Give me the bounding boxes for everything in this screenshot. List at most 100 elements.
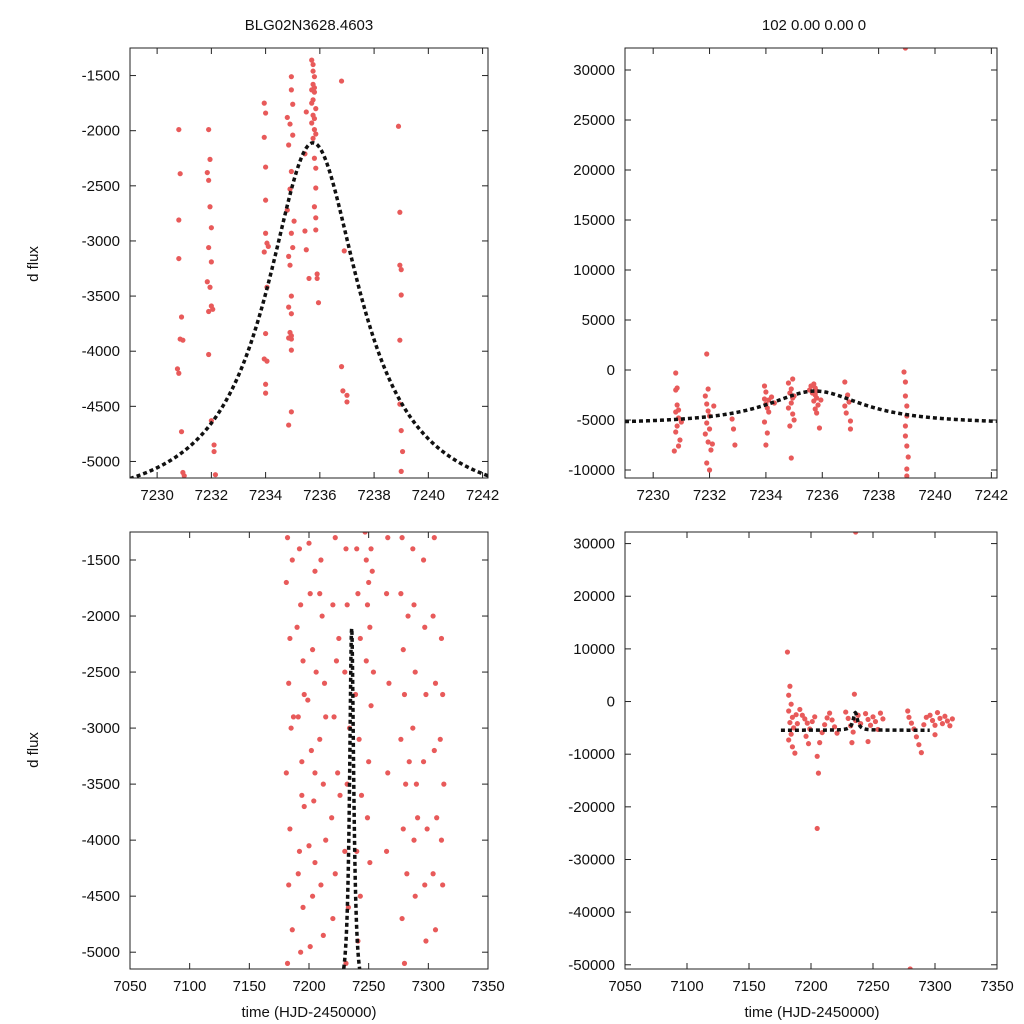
x-tick-label: 7232 bbox=[693, 487, 726, 504]
data-point bbox=[706, 467, 713, 473]
data-point bbox=[295, 871, 301, 877]
data-point bbox=[865, 738, 871, 745]
data-point bbox=[786, 708, 792, 714]
data-point bbox=[802, 716, 808, 722]
data-point bbox=[176, 217, 182, 223]
data-point bbox=[288, 87, 294, 93]
data-point bbox=[763, 389, 769, 395]
data-point bbox=[263, 197, 269, 203]
panel-top-left: 7230 7232 7234 7236 7238 7240 7242 -1500 -2000 -2… bbox=[82, 47, 499, 504]
data-point bbox=[363, 557, 369, 563]
data-point bbox=[768, 394, 775, 400]
data-point bbox=[906, 714, 912, 720]
data-point bbox=[829, 717, 835, 723]
data-point bbox=[413, 781, 419, 787]
data-point bbox=[702, 431, 708, 437]
y-tick-label: -3000 bbox=[82, 720, 120, 737]
data-point bbox=[399, 915, 405, 922]
y-tick-label: 10000 bbox=[573, 262, 615, 279]
ylabel-bottom-left: d flux bbox=[25, 732, 42, 768]
x-tick-label: 7242 bbox=[466, 487, 499, 504]
data-point bbox=[787, 683, 793, 689]
y-tick-label: -40000 bbox=[568, 904, 615, 921]
data-point bbox=[299, 759, 305, 765]
data-point bbox=[401, 691, 408, 698]
data-point bbox=[367, 859, 373, 866]
data-point bbox=[313, 131, 319, 137]
data-point bbox=[814, 753, 820, 759]
data-point bbox=[263, 110, 269, 116]
data-point bbox=[730, 426, 737, 432]
data-point bbox=[319, 613, 325, 619]
data-point bbox=[711, 403, 717, 409]
y-tick-label: -1500 bbox=[82, 68, 120, 85]
data-point bbox=[843, 709, 849, 715]
data-point bbox=[406, 759, 412, 765]
data-point bbox=[385, 535, 391, 541]
data-point bbox=[290, 101, 296, 107]
data-point bbox=[908, 720, 915, 726]
data-point bbox=[438, 837, 445, 843]
x-tick-label: 7242 bbox=[975, 487, 1008, 504]
data-point bbox=[208, 225, 214, 231]
data-point bbox=[902, 433, 909, 439]
data-point bbox=[674, 385, 680, 391]
y-tick-label: -3500 bbox=[82, 288, 120, 305]
data-point bbox=[842, 379, 848, 385]
data-point bbox=[843, 410, 849, 416]
y-tick-label: -4500 bbox=[82, 398, 120, 415]
data-point bbox=[786, 692, 792, 698]
data-point bbox=[902, 379, 909, 385]
data-point bbox=[792, 750, 798, 756]
data-point bbox=[847, 418, 854, 424]
data-point bbox=[812, 406, 818, 412]
y-tick-label: -4500 bbox=[82, 888, 120, 905]
data-point bbox=[788, 386, 794, 392]
data-point bbox=[284, 535, 291, 541]
data-point bbox=[261, 100, 267, 106]
data-point bbox=[797, 706, 803, 713]
data-point bbox=[287, 826, 293, 832]
x-tick-label: 7350 bbox=[471, 978, 504, 995]
data-point bbox=[398, 292, 404, 298]
data-point bbox=[788, 701, 794, 707]
data-point bbox=[907, 966, 913, 969]
title-left: BLG02N3628.4603 bbox=[245, 17, 373, 34]
data-point bbox=[383, 591, 390, 597]
data-point bbox=[330, 602, 336, 608]
data-point bbox=[937, 715, 943, 721]
data-point bbox=[732, 442, 738, 448]
data-point bbox=[330, 915, 336, 922]
data-point bbox=[705, 386, 711, 392]
data-point bbox=[336, 635, 342, 642]
data-point bbox=[288, 725, 294, 731]
data-point bbox=[312, 568, 318, 574]
data-point bbox=[303, 247, 309, 253]
data-point bbox=[357, 893, 363, 899]
data-point bbox=[311, 155, 318, 161]
data-point bbox=[815, 402, 821, 408]
data-point bbox=[850, 729, 856, 735]
data-point bbox=[313, 185, 319, 191]
y-tick-label: -5000 bbox=[82, 944, 120, 961]
data-point bbox=[311, 74, 318, 80]
data-point bbox=[674, 423, 680, 429]
data-point bbox=[320, 781, 326, 787]
data-point bbox=[263, 381, 269, 387]
data-point bbox=[944, 718, 951, 724]
data-point bbox=[333, 658, 340, 664]
data-point bbox=[309, 120, 315, 126]
data-point bbox=[385, 770, 391, 776]
data-point bbox=[206, 351, 212, 358]
data-point bbox=[206, 177, 212, 183]
data-point bbox=[786, 737, 792, 743]
data-point bbox=[311, 115, 318, 122]
title-right: 102 0.00 0.00 0 bbox=[762, 17, 866, 34]
data-point bbox=[827, 710, 833, 716]
data-point bbox=[790, 411, 796, 417]
x-tick-label: 7230 bbox=[140, 487, 173, 504]
data-point bbox=[206, 308, 212, 315]
data-point bbox=[290, 714, 297, 720]
data-point bbox=[437, 736, 443, 742]
data-point bbox=[814, 825, 820, 832]
